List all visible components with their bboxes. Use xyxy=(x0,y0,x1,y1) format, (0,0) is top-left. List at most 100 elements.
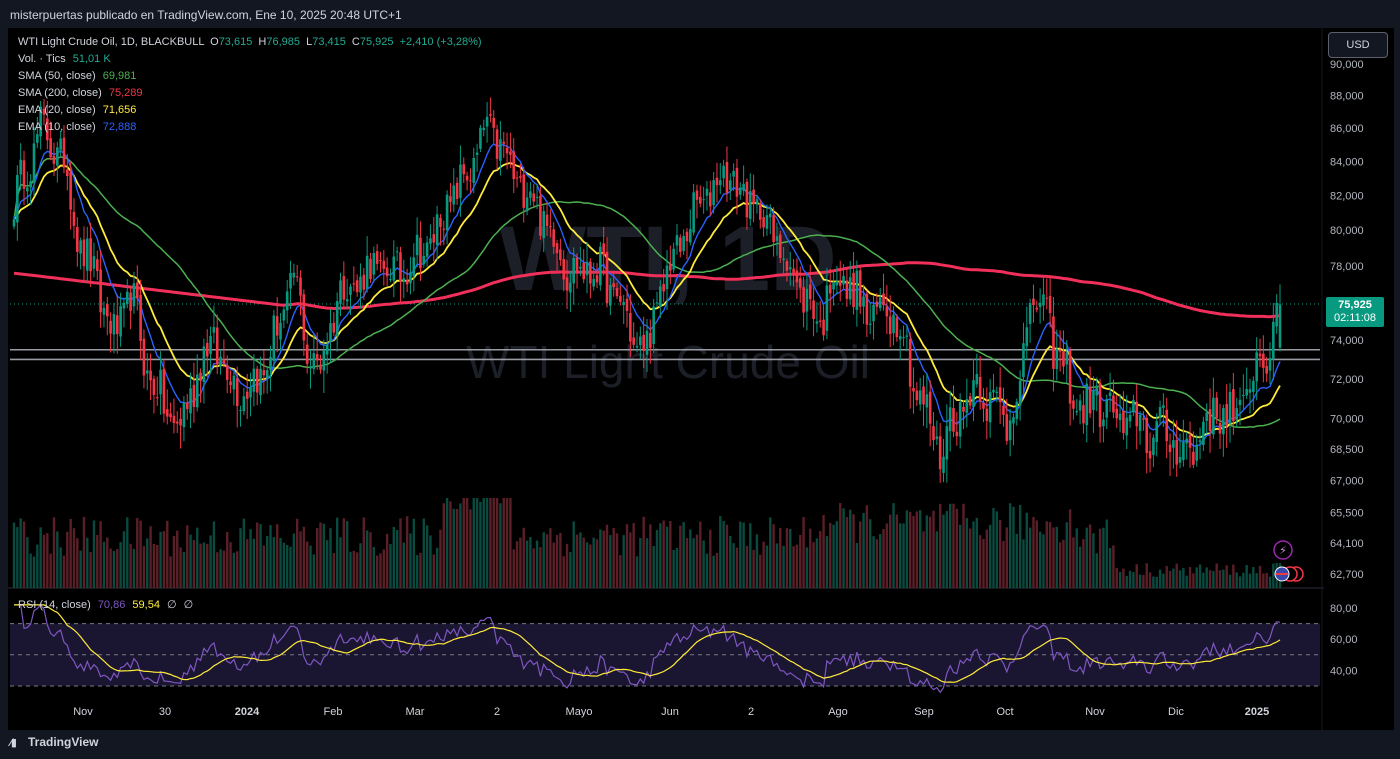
candle-body xyxy=(419,237,422,269)
rsi-legend[interactable]: RSI (14, close) 70,86 59,54 ∅ ∅ xyxy=(18,598,193,611)
indicator-ema20[interactable]: EMA (20, close) 71,656 xyxy=(18,104,136,116)
candle xyxy=(112,302,116,354)
volume-bar xyxy=(1252,567,1255,588)
volume-bar xyxy=(1115,567,1118,588)
candle-body xyxy=(1128,414,1132,422)
candle xyxy=(1275,294,1278,334)
volume-bar xyxy=(1215,563,1218,588)
volume-bar xyxy=(375,555,379,588)
symbol-legend[interactable]: WTI Light Crude Oil, 1D, BLACKBULL O73,6… xyxy=(18,36,482,48)
volume-bar xyxy=(309,545,312,588)
volume-bar xyxy=(275,524,279,588)
candle xyxy=(952,385,955,438)
candle xyxy=(1268,342,1272,385)
candle xyxy=(1045,278,1049,310)
candle-body xyxy=(855,270,859,310)
candle xyxy=(1178,433,1182,469)
candle-body xyxy=(649,332,652,348)
volume-bar xyxy=(842,508,845,588)
candle-body xyxy=(322,350,326,371)
candle-body xyxy=(948,407,952,432)
candle-body xyxy=(512,151,516,180)
candle xyxy=(255,365,259,406)
volume-bar xyxy=(645,538,649,588)
candle-body xyxy=(1242,394,1245,396)
candle-body xyxy=(499,139,502,161)
candle-body xyxy=(1088,386,1092,414)
candle xyxy=(1052,297,1055,392)
volume-bar xyxy=(709,529,712,588)
candle xyxy=(982,388,985,423)
candle xyxy=(655,291,659,307)
candle-body xyxy=(1195,444,1199,461)
candle xyxy=(532,184,536,207)
candle xyxy=(1038,288,1042,324)
volume-bar xyxy=(136,518,139,588)
candle-body xyxy=(1145,417,1149,454)
candle-body xyxy=(1065,352,1069,365)
candle xyxy=(892,306,895,346)
indicator-volume[interactable]: Vol. · Tics 51,01 K xyxy=(18,53,111,65)
candle xyxy=(379,251,382,273)
volume-bar xyxy=(622,535,625,588)
candle-body xyxy=(1185,438,1189,444)
candle-body xyxy=(36,134,39,143)
volume-bar xyxy=(962,503,965,588)
candle-body xyxy=(742,183,745,191)
currency-button[interactable]: USD xyxy=(1328,32,1388,58)
candle-body xyxy=(382,260,386,269)
price-tick-label: 82,000 xyxy=(1330,190,1364,202)
candle xyxy=(728,173,732,201)
candle-body xyxy=(392,256,396,281)
candle xyxy=(848,260,852,305)
volume-bar xyxy=(1248,573,1252,588)
candle-body xyxy=(232,375,236,390)
volume-bar xyxy=(355,552,359,588)
candle-body xyxy=(505,147,509,154)
chart-area[interactable]: WTI, 1D WTI Light Crude Oil 62,700 64,100 6… xyxy=(8,28,1394,730)
candle-body xyxy=(705,188,709,196)
indicator-ema10[interactable]: EMA (10, close) 72,888 xyxy=(18,121,136,133)
volume-bar xyxy=(86,537,89,588)
candle xyxy=(85,226,89,284)
candle xyxy=(209,326,212,374)
volume-bar xyxy=(529,537,532,588)
volume-bar xyxy=(139,520,142,588)
candle xyxy=(16,165,19,241)
candle xyxy=(105,296,109,336)
volume-bar xyxy=(789,529,792,588)
candle-body xyxy=(812,300,815,320)
candle xyxy=(545,201,549,236)
candle-body xyxy=(172,415,176,424)
candle-body xyxy=(269,357,272,370)
candle xyxy=(132,271,136,314)
indicator-sma50[interactable]: SMA (50, close) 69,981 xyxy=(18,70,136,82)
candle-body xyxy=(1155,421,1159,442)
volume-bar xyxy=(432,554,435,588)
candle-body xyxy=(129,292,132,311)
volume-bar xyxy=(315,527,319,588)
volume-bar xyxy=(659,523,662,588)
tradingview-logo[interactable]: ⁄▮ TradingView xyxy=(10,735,98,749)
candle xyxy=(212,305,216,344)
candle-body xyxy=(772,215,775,242)
candle xyxy=(1165,397,1169,459)
candle xyxy=(998,367,1002,424)
candle xyxy=(1078,394,1082,425)
candle-body xyxy=(289,272,292,289)
volume-bar xyxy=(625,524,629,588)
candle-body xyxy=(1025,327,1029,347)
candle xyxy=(49,121,52,161)
candle xyxy=(445,190,449,245)
candle-body xyxy=(562,259,566,280)
volume-bar xyxy=(1135,564,1138,588)
volume-bar xyxy=(1222,569,1225,588)
volume-bar xyxy=(635,556,639,588)
volume-bar xyxy=(872,536,875,588)
indicator-sma200[interactable]: SMA (200, close) 75,289 xyxy=(18,87,142,99)
candle xyxy=(1158,400,1162,426)
candle xyxy=(675,224,679,255)
candle xyxy=(635,331,639,353)
candle xyxy=(622,294,625,325)
